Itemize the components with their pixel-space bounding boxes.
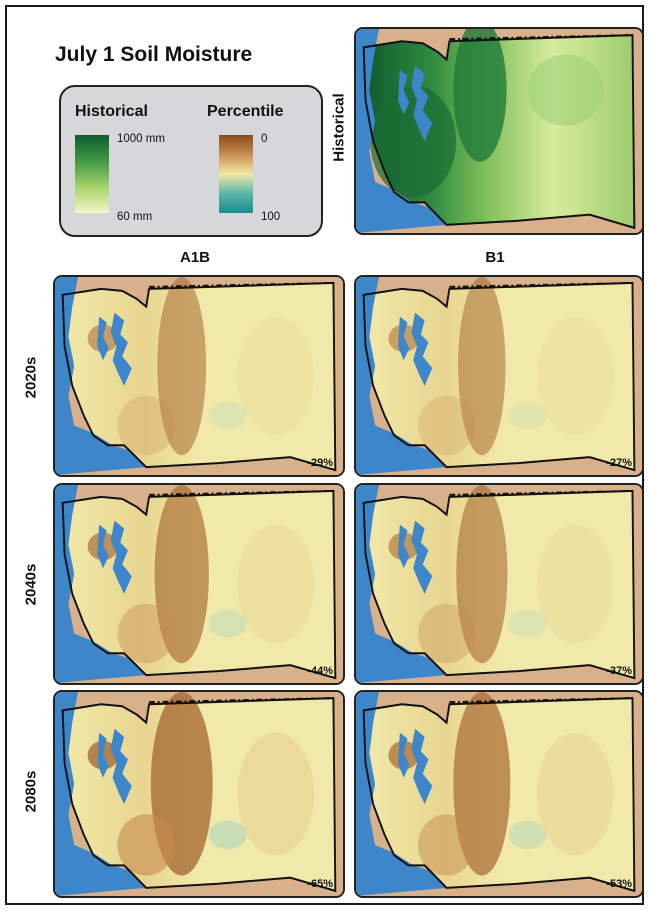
map-a1b-2020s: -29% [53, 275, 345, 477]
percentile-min-label: 0 [261, 133, 268, 145]
washington-map [55, 277, 343, 475]
washington-map [356, 277, 642, 475]
map-historical [354, 27, 644, 235]
change-label: -27% [606, 457, 632, 469]
change-label: -29% [307, 457, 333, 469]
legend-percentile-label: Percentile [207, 103, 284, 120]
map-b1-2080s: -53% [354, 690, 644, 898]
map-a1b-2040s: -44% [53, 483, 345, 685]
map-b1-2020s: -27% [354, 275, 644, 477]
column-label-b1: B1 [485, 249, 505, 266]
historical-colorbar [75, 135, 109, 213]
change-label: -53% [606, 878, 632, 890]
percentile-colorbar [219, 135, 253, 213]
row-label-2040s: 2040s [22, 563, 40, 606]
historical-min-label: 60 mm [117, 211, 153, 223]
map-a1b-2080s: -65% [53, 690, 345, 898]
legend-box: Historical Percentile 1000 mm 60 mm 0 10… [59, 85, 323, 237]
figure-frame: July 1 Soil Moisture Historical Percenti… [5, 5, 644, 905]
washington-map [55, 692, 343, 896]
row-label-2020s: 2020s [22, 356, 40, 399]
column-label-a1b: A1B [179, 249, 210, 266]
row-label-historical: Historical [330, 93, 348, 162]
washington-map [356, 692, 642, 896]
historical-max-label: 1000 mm [117, 133, 165, 145]
washington-map [356, 485, 642, 683]
figure-title: July 1 Soil Moisture [55, 43, 253, 66]
row-label-2080s: 2080s [22, 770, 40, 813]
change-label: -44% [307, 665, 333, 677]
percentile-max-label: 100 [261, 211, 281, 223]
change-label: -65% [307, 878, 333, 890]
washington-map [55, 485, 343, 683]
change-label: -37% [606, 665, 632, 677]
washington-map [356, 29, 642, 233]
map-b1-2040s: -37% [354, 483, 644, 685]
legend-historical-label: Historical [75, 103, 148, 120]
